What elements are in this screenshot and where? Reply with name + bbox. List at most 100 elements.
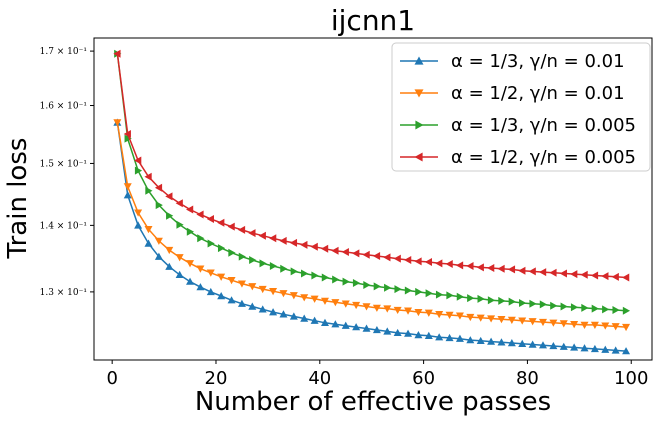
data-point [518, 317, 527, 325]
data-point [341, 248, 349, 257]
x-tick-label: 40 [308, 368, 331, 389]
data-point [415, 287, 423, 296]
data-point [123, 130, 131, 139]
data-point [352, 323, 361, 331]
legend-box [391, 42, 651, 172]
data-point [228, 248, 236, 257]
data-point [393, 328, 402, 337]
data-point [289, 292, 298, 300]
data-point [455, 312, 464, 320]
data-point [518, 339, 527, 347]
data-point [622, 347, 631, 355]
data-point [248, 302, 257, 310]
data-point [258, 305, 267, 313]
data-point [269, 287, 278, 296]
data-point [134, 221, 143, 229]
data-point [497, 264, 505, 273]
y-tick-label: 1.7 × 10⁻¹ [40, 47, 87, 57]
data-point [372, 304, 381, 312]
legend-entry: α = 1/3, γ/n = 0.005 [400, 115, 636, 136]
legend-items: α = 1/3, γ/n = 0.01 α = 1/2, γ/n = 0.01 α … [400, 51, 636, 168]
data-point [393, 306, 402, 315]
data-point [560, 302, 568, 311]
data-point [622, 306, 631, 315]
data-point [425, 289, 433, 298]
series-4 [113, 49, 630, 282]
data-point [456, 292, 464, 301]
data-point [549, 341, 558, 350]
data-point [538, 341, 547, 349]
legend: α = 1/3, γ/n = 0.01 α = 1/2, γ/n = 0.01 α … [391, 42, 651, 172]
data-point [237, 225, 246, 234]
legend-marker [414, 89, 424, 98]
legend-marker [415, 120, 424, 130]
data-point [165, 262, 174, 270]
legend-marker [414, 56, 424, 65]
data-point [404, 329, 413, 337]
chart-title: ijcnn1 [331, 4, 415, 37]
y-tick-label: 1.3 × 10⁻¹ [40, 288, 87, 298]
data-point [154, 237, 163, 245]
series-2 [113, 119, 631, 332]
data-point [549, 268, 557, 277]
data-point [123, 191, 132, 199]
data-point [570, 270, 578, 279]
data-point [362, 324, 371, 332]
data-point [269, 234, 277, 243]
y-tick-label: 1.6 × 10⁻¹ [40, 102, 87, 112]
data-point [310, 295, 319, 303]
data-point [331, 246, 339, 255]
data-point [519, 299, 527, 308]
data-point [487, 337, 496, 345]
data-point [144, 239, 153, 247]
data-point [424, 309, 433, 317]
data-point [507, 316, 516, 324]
data-point [186, 227, 195, 236]
data-point [580, 344, 589, 352]
data-point [237, 280, 246, 288]
data-point [321, 273, 329, 282]
data-point [186, 205, 194, 214]
x-tick-label: 20 [205, 368, 228, 389]
data-point [165, 192, 173, 201]
data-point [269, 262, 278, 271]
data-point [124, 134, 132, 143]
data-point [217, 273, 226, 281]
data-point [466, 262, 474, 271]
data-point [601, 322, 610, 330]
data-point [248, 283, 257, 291]
data-point [300, 314, 309, 322]
data-point [507, 265, 516, 274]
legend-entry: α = 1/2, γ/n = 0.01 [400, 83, 625, 104]
data-point [279, 310, 288, 318]
legend-label: α = 1/3, γ/n = 0.01 [451, 51, 625, 72]
data-point [602, 305, 610, 314]
y-tick-label: 1.4 × 10⁻¹ [40, 221, 87, 231]
data-point [238, 252, 246, 261]
data-point [206, 287, 215, 296]
data-point [476, 314, 485, 322]
data-point [529, 299, 537, 308]
data-point [227, 222, 235, 231]
data-point [341, 300, 350, 308]
data-point [289, 238, 298, 247]
data-point [320, 244, 329, 253]
data-point [507, 339, 516, 347]
data-point [466, 313, 475, 322]
data-point [331, 320, 340, 328]
data-point [435, 259, 443, 268]
data-point [383, 253, 391, 262]
y-tick-label: 1.5 × 10⁻¹ [40, 159, 87, 169]
data-point [144, 172, 152, 181]
data-point [528, 340, 537, 348]
data-point [404, 256, 412, 265]
plot-frame [93, 37, 653, 361]
data-point [622, 323, 631, 332]
data-point [612, 306, 620, 315]
data-point [217, 218, 225, 227]
data-point [445, 311, 454, 319]
data-point [196, 283, 205, 291]
legend-label: α = 1/2, γ/n = 0.01 [451, 83, 625, 104]
legend-label: α = 1/2, γ/n = 0.005 [451, 147, 636, 168]
data-point [580, 321, 589, 329]
